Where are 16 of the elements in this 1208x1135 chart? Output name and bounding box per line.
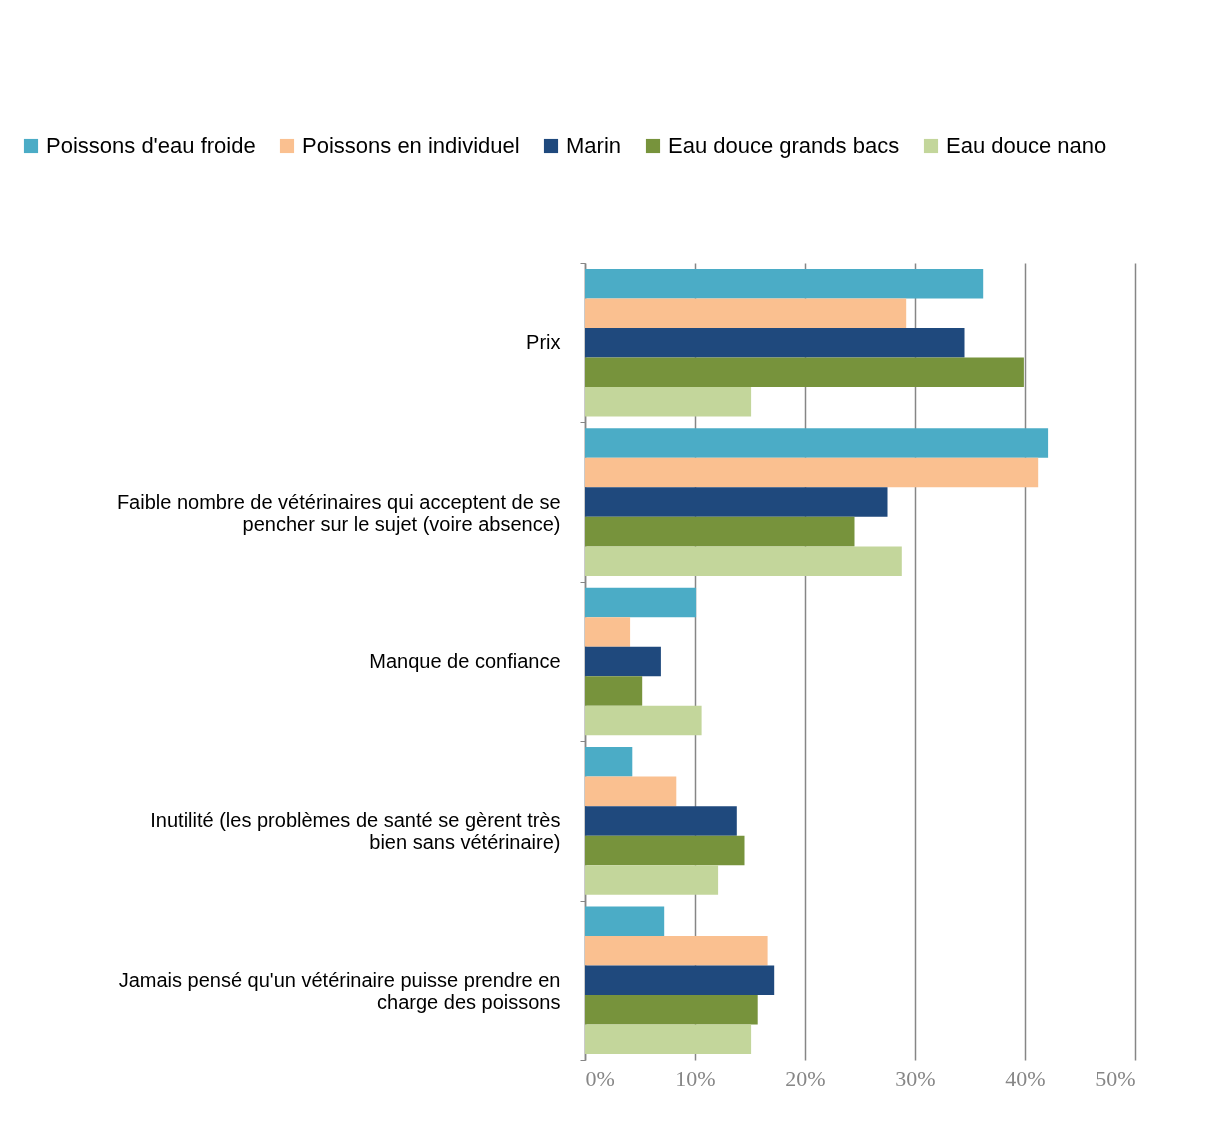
y-tick-label: Faible nombre de vétérinaires qui acceptent de se pencher sur le sujet (voire absence) — [116, 490, 561, 535]
x-tick-label: 30% — [895, 1065, 936, 1091]
x-tick-label: 50% — [1095, 1065, 1136, 1091]
y-tick-label: Prix — [526, 331, 561, 354]
y-tick-label: Inutilité (les problèmes de santé se gèrent très bien sans vétérinaire) — [150, 809, 561, 854]
legend-label: Marin — [566, 133, 622, 158]
x-tick-label: 10% — [675, 1065, 716, 1091]
x-tick-label: 40% — [1005, 1065, 1046, 1091]
x-tick-label: 0% — [585, 1065, 615, 1091]
legend-label: Poissons d'eau froide — [46, 133, 256, 158]
legend-label: Poissons en individuel — [302, 133, 520, 158]
legend-label: Eau douce grands bacs — [668, 133, 900, 158]
y-tick-label: Jamais pensé qu'un vétérinaire puisse prendre en charge des poissons — [118, 968, 561, 1013]
legend-label: Eau douce nano — [946, 133, 1107, 158]
y-tick-label: Manque de confiance — [369, 650, 561, 672]
x-tick-label: 20% — [785, 1065, 826, 1091]
